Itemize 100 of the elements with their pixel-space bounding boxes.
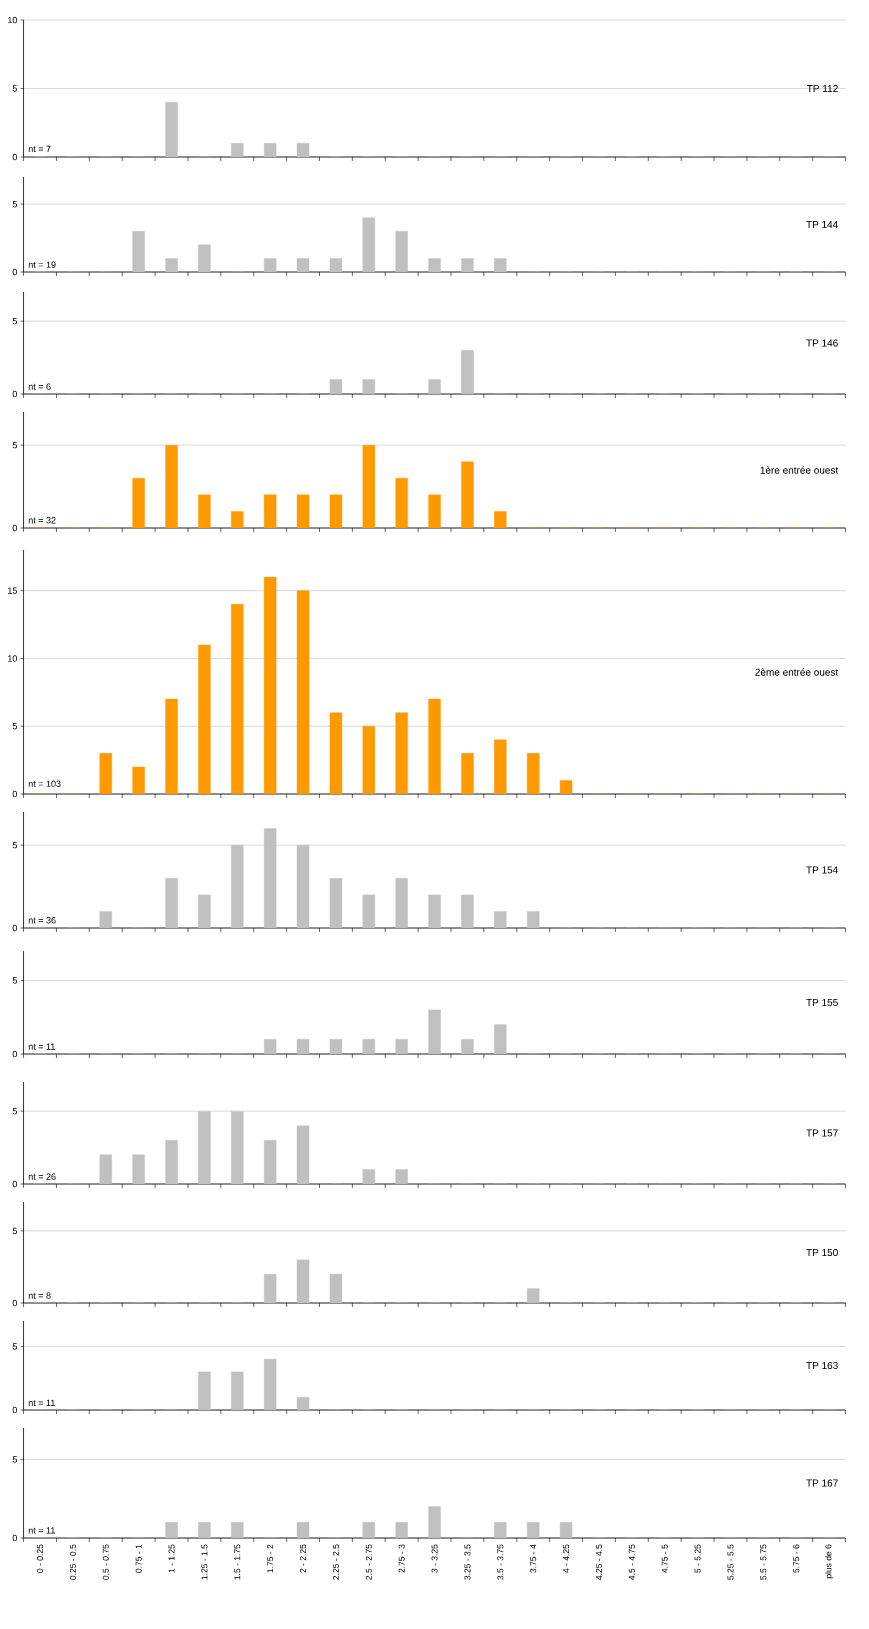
bar [329, 878, 343, 929]
bar [231, 844, 244, 929]
x-tick-label: 3 - 3.25 [431, 1544, 438, 1573]
bar [329, 379, 343, 395]
x-tick-label: 3.75 - 4 [530, 1544, 537, 1573]
text: 2ème entrée ouest [755, 668, 839, 676]
bar [428, 494, 441, 529]
y-tick-label: 0 [12, 924, 18, 932]
x-tick-label: 1.5 - 1.75 [234, 1544, 241, 1580]
bar [263, 258, 277, 273]
text: TP 163 [806, 1361, 838, 1370]
bar [231, 604, 244, 795]
bar [461, 753, 474, 795]
bar [461, 350, 474, 395]
bar [165, 878, 178, 929]
y-tick-label: 0 [12, 790, 18, 798]
text: TP 154 [806, 866, 838, 874]
text: TP 157 [806, 1129, 838, 1137]
bar [428, 894, 441, 929]
bar [461, 461, 474, 529]
bar [362, 444, 375, 529]
x-tick-label: 5.5 - 5.75 [760, 1544, 767, 1580]
bar [231, 511, 244, 529]
bar [428, 1506, 441, 1539]
bar [395, 878, 408, 929]
annotation: nt = 8 [28, 1292, 51, 1299]
x-tick-label: 5.75 - 6 [793, 1544, 800, 1573]
bar [296, 143, 310, 158]
y-tick-label: 5 [12, 1343, 17, 1350]
bar [198, 644, 211, 795]
bar [494, 1522, 507, 1539]
bar [428, 258, 441, 273]
annotation: nt = 103 [28, 780, 61, 787]
bar [559, 1522, 573, 1539]
y-tick-label: 0 [12, 390, 18, 398]
x-tick-label: 5.25 - 5.5 [727, 1544, 734, 1580]
y-tick-label: 5 [12, 1456, 17, 1463]
y-tick-label: 5 [12, 842, 17, 849]
bar [198, 1522, 211, 1539]
bar [329, 494, 343, 529]
x-tick-label: 1.25 - 1.5 [201, 1544, 208, 1580]
x-tick-label: 4 - 4.25 [563, 1544, 570, 1573]
bar [198, 244, 211, 273]
bar [198, 894, 211, 929]
bar [362, 379, 375, 395]
x-tick-label: 2.75 - 3 [398, 1544, 405, 1573]
x-tick-label: 4.5 - 4.75 [628, 1544, 635, 1580]
text: TP 146 [806, 339, 838, 347]
bar [428, 698, 441, 795]
bar [231, 143, 244, 158]
y-tick-label: 0 [12, 153, 18, 161]
y-tick-label: 10 [8, 16, 18, 24]
x-tick-label: 0.5 - 0.75 [102, 1544, 109, 1580]
y-tick-label: 0 [12, 1299, 18, 1307]
bar [395, 1522, 408, 1539]
x-tick-label: 2.5 - 2.75 [365, 1544, 372, 1580]
y-tick-label: 5 [12, 1108, 17, 1115]
annotation: nt = 26 [28, 1173, 56, 1180]
x-tick-label: 5 - 5.25 [694, 1544, 701, 1573]
text: TP 112 [806, 85, 838, 92]
bar [296, 494, 310, 529]
bar [165, 1522, 178, 1539]
text: TP 144 [806, 221, 838, 228]
annotation: nt = 6 [28, 383, 51, 390]
annotation: nt = 19 [28, 261, 56, 268]
bar [527, 1522, 540, 1539]
bar [296, 590, 310, 795]
y-tick-label: 5 [12, 442, 17, 449]
y-tick-label: 5 [12, 318, 17, 325]
bar [527, 753, 540, 795]
y-tick-label: 0 [12, 1534, 18, 1542]
bar [527, 911, 540, 929]
y-tick-label: 0 [12, 1050, 18, 1058]
y-tick-label: 10 [8, 655, 18, 662]
bar [263, 576, 277, 795]
bar [99, 911, 112, 929]
bar [362, 217, 375, 273]
bar [296, 844, 310, 929]
bar [395, 478, 408, 529]
annotation: nt = 32 [28, 517, 56, 524]
x-tick-label: 0 - 0.25 [37, 1544, 43, 1573]
bar [296, 258, 310, 273]
annotation: nt = 7 [28, 145, 51, 153]
x-tick-label: 4.75 - 5 [661, 1544, 668, 1573]
x-tick-label: 2 - 2.25 [300, 1544, 307, 1573]
x-tick-label: 3.25 - 3.5 [464, 1544, 471, 1580]
y-tick-label: 5 [12, 723, 17, 730]
bar [362, 894, 375, 929]
bar [395, 231, 408, 273]
bar [132, 478, 145, 529]
x-tick-label: 1.75 - 2 [267, 1544, 274, 1573]
bar [494, 258, 507, 273]
bar [329, 258, 343, 273]
bar [132, 766, 145, 795]
bar [99, 753, 112, 795]
x-tick-label: plus de 6 [825, 1544, 834, 1579]
bar [165, 258, 178, 273]
text: 1ère entrée ouest [760, 466, 839, 474]
bar [559, 780, 573, 795]
bar [362, 726, 375, 795]
